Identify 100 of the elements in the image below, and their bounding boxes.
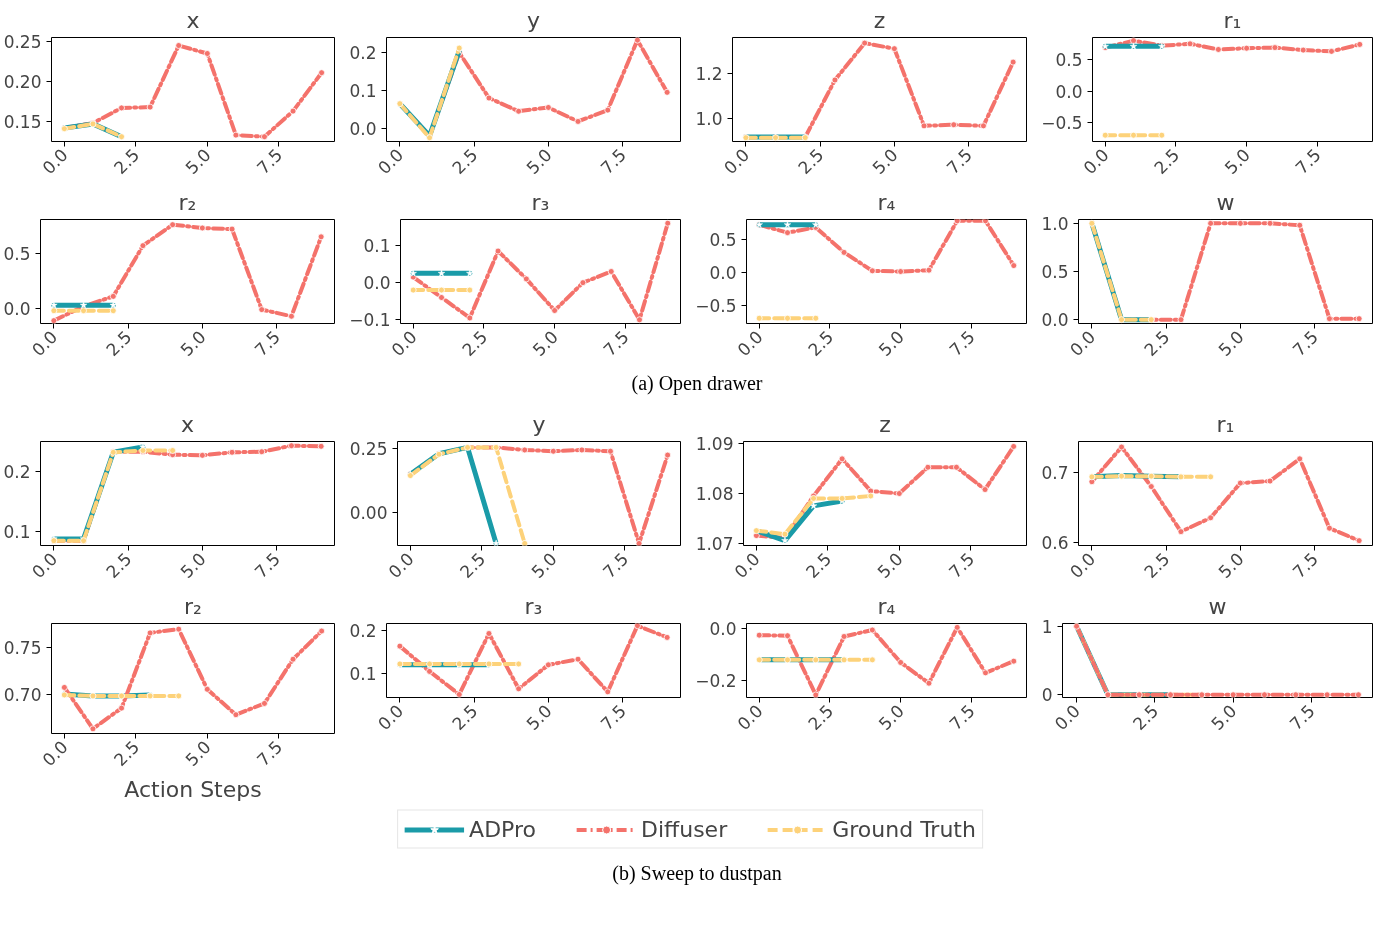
x-tick-label: 0.0 — [733, 326, 767, 361]
y-tick-label: 0.5 — [1055, 50, 1083, 71]
x-tick-label: 7.5 — [1285, 700, 1319, 735]
x-tick-label: 5.0 — [1220, 144, 1255, 179]
x-tick-label: 2.5 — [109, 736, 144, 771]
y-tick-label: 0.70 — [3, 684, 42, 705]
x-tick-label: 7.5 — [945, 700, 979, 735]
x-tick-label: 7.5 — [1288, 326, 1323, 361]
chart-title: r₁ — [1223, 7, 1242, 33]
x-tick-label: 0.0 — [1079, 144, 1113, 179]
x-tick-label: 2.5 — [1150, 144, 1184, 179]
x-tick-label: 5.0 — [176, 548, 210, 583]
y-tick-label: −0.2 — [695, 671, 737, 692]
y-tick-label: 0.1 — [363, 236, 391, 256]
y-tick-label: 0.7 — [1041, 463, 1069, 484]
y-tick-label: 0.25 — [349, 439, 388, 460]
chart-title: z — [873, 7, 886, 33]
x-tick-label: 2.5 — [804, 700, 838, 735]
chart-title: r₁ — [1216, 411, 1235, 437]
x-tick-label: 5.0 — [1214, 548, 1248, 583]
x-tick-label: 7.5 — [250, 548, 285, 583]
y-tick-label: 0.0 — [1041, 310, 1069, 331]
x-tick-label: 7.5 — [250, 326, 285, 361]
chart-title: x — [186, 7, 200, 33]
x-tick-label: 2.5 — [448, 144, 482, 179]
x-tick-label: 2.5 — [458, 326, 492, 361]
x-tick-label: 7.5 — [599, 326, 633, 361]
x-tick-label: 7.5 — [596, 144, 631, 179]
y-tick-label: 0.1 — [349, 664, 377, 685]
y-tick-label: 0.0 — [709, 619, 737, 640]
y-tick-label: 0.2 — [349, 43, 377, 64]
x-tick-label: 5.0 — [527, 548, 561, 583]
chart-title: r₄ — [877, 189, 896, 215]
x-tick-label: 2.5 — [1140, 326, 1174, 361]
x-tick-label: 7.5 — [252, 736, 287, 771]
x-tick-label: 2.5 — [1140, 548, 1174, 583]
x-tick-label: 7.5 — [944, 548, 979, 583]
y-tick-label: 0.0 — [709, 262, 737, 283]
y-tick-label: 1.08 — [695, 484, 734, 504]
y-tick-label: −0.5 — [1041, 113, 1083, 134]
x-tick-label: 2.5 — [804, 326, 838, 361]
y-tick-label: 0.0 — [363, 273, 391, 294]
legend-label: Diffuser — [641, 816, 728, 842]
x-tick-label: 2.5 — [102, 548, 136, 583]
x-tick-label: 7.5 — [598, 548, 633, 583]
x-tick-label: 2.5 — [448, 700, 482, 735]
y-tick-label: 0.0 — [3, 299, 31, 319]
x-tick-label: 5.0 — [522, 700, 556, 735]
chart-title: z — [879, 411, 891, 437]
y-tick-label: 1 — [1041, 616, 1053, 637]
chart-title: y — [532, 411, 546, 437]
chart-title: w — [1208, 593, 1227, 619]
x-tick-label: 7.5 — [596, 700, 631, 735]
y-tick-label: 0.2 — [3, 462, 31, 483]
chart-title: r₂ — [184, 593, 202, 619]
chart-title: y — [526, 7, 541, 33]
y-tick-label: 0.00 — [349, 503, 388, 524]
y-tick-label: 0.1 — [3, 522, 31, 543]
x-tick-label: 5.0 — [528, 326, 563, 361]
x-tick-label: 7.5 — [942, 144, 977, 179]
x-tick-label: 7.5 — [1288, 548, 1323, 583]
x-tick-label: 2.5 — [455, 548, 490, 583]
x-tick-label: 5.0 — [1207, 700, 1241, 735]
y-tick-label: 0.6 — [1041, 532, 1069, 553]
legend-label: ADPro — [469, 816, 537, 842]
chart-title: x — [180, 411, 195, 437]
y-tick-label: 0.0 — [349, 118, 377, 139]
y-tick-label: 0.25 — [3, 32, 42, 52]
y-tick-label: 1.09 — [695, 434, 734, 455]
chart-title: r₂ — [178, 189, 197, 215]
x-tick-label: 5.0 — [181, 736, 215, 771]
y-tick-label: 0.75 — [3, 637, 42, 658]
x-axis-title: Action Steps — [124, 776, 262, 802]
x-tick-label: 0.0 — [38, 144, 72, 179]
x-tick-label: 2.5 — [102, 326, 136, 361]
y-tick-label: 0.0 — [1055, 81, 1083, 102]
x-tick-label: 2.5 — [1129, 700, 1163, 735]
text: (a) Open drawer — [631, 371, 763, 397]
legend-label: Ground Truth — [832, 816, 976, 842]
y-tick-label: 0.5 — [709, 229, 737, 250]
y-tick-label: 1.2 — [695, 63, 723, 84]
x-tick-label: 5.0 — [873, 548, 907, 583]
x-tick-label: 7.5 — [945, 326, 979, 361]
text: (b) Sweep to dustpan — [612, 861, 782, 887]
x-tick-label: 5.0 — [874, 700, 909, 735]
x-tick-label: 5.0 — [522, 144, 556, 179]
y-tick-label: −0.5 — [695, 295, 737, 316]
y-tick-label: 0.5 — [1041, 262, 1069, 282]
x-tick-label: 2.5 — [801, 548, 836, 583]
y-tick-label: 0.15 — [3, 112, 42, 132]
x-tick-label: 5.0 — [874, 326, 909, 361]
x-tick-label: 5.0 — [181, 144, 215, 179]
chart-title: r₄ — [877, 593, 896, 619]
y-tick-label: 1.07 — [695, 533, 734, 554]
y-tick-label: 0.5 — [3, 243, 31, 264]
x-tick-label: 0.0 — [733, 700, 767, 735]
y-tick-label: 0.2 — [349, 620, 377, 641]
x-tick-label: 7.5 — [1291, 144, 1325, 179]
x-tick-label: 0.0 — [38, 736, 72, 771]
x-tick-label: 2.5 — [794, 144, 828, 179]
